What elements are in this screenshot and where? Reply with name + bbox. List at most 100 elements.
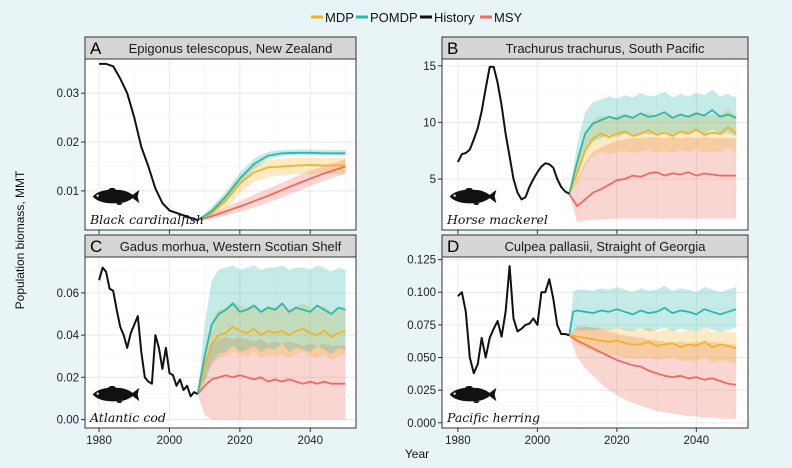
panel-b-x-axis — [457, 230, 697, 234]
x-tick-label: 2040 — [684, 435, 710, 447]
y-tick-label: 0.125 — [407, 255, 436, 267]
panel-a-letter: A — [90, 39, 102, 58]
line-pomdp — [568, 306, 737, 336]
panel-b-letter: B — [447, 39, 458, 58]
panel-c-common-name: Atlantic cod — [89, 410, 166, 425]
panel-a-x-axis — [98, 230, 311, 234]
legend: MDP POMDP History MSY — [311, 10, 523, 25]
panel-c-plot-area — [85, 257, 356, 428]
line-history — [98, 266, 199, 398]
panel-b-common-name: Horse mackerel — [446, 212, 548, 227]
x-tick-label: 2000 — [157, 435, 183, 447]
legend-item-mdp: MDP — [311, 10, 354, 25]
y-axis-title: Population biomass, MMT — [13, 170, 27, 309]
y-tick-label: 0.075 — [407, 320, 436, 332]
legend-item-history: History — [420, 10, 475, 25]
panel-d-plot-area — [442, 257, 748, 428]
panel-d-letter: D — [447, 237, 459, 256]
panel-a-grid — [85, 59, 356, 230]
legend-item-msy: MSY — [480, 10, 523, 25]
panel-a-common-name: Black cardinalfish — [89, 212, 204, 227]
panel-b: B Trachurus trachurus, South Pacific Horse… — [423, 36, 749, 234]
panel-c-x-axis: 1980 2000 2020 2040 — [86, 428, 323, 447]
ribbon-pomdp — [569, 89, 737, 194]
y-tick-label: 0.02 — [57, 372, 79, 384]
y-tick-label: 10 — [423, 117, 436, 129]
legend-label-pomdp: POMDP — [370, 10, 418, 25]
panel-a: A Epigonus telescopus, New Zealand Black c… — [57, 36, 357, 234]
line-mdp — [197, 164, 346, 221]
y-tick-label: 0.025 — [407, 385, 436, 397]
line-pomdp — [196, 302, 346, 395]
panel-d: D Culpea pallasii, Straight of Georgia Pac… — [407, 234, 749, 447]
line-mdp — [568, 126, 737, 195]
panel-a-series — [99, 62, 346, 222]
y-tick-label: 0.00 — [57, 415, 79, 427]
panel-d-border — [441, 256, 749, 429]
legend-item-pomdp: POMDP — [356, 10, 418, 25]
line-history — [99, 62, 198, 222]
y-tick-label: 5 — [430, 174, 436, 186]
panel-a-border — [84, 58, 357, 231]
ribbon-msy — [197, 337, 346, 420]
panel-d-y-axis: 0.000 0.025 0.050 0.075 0.100 0.125 — [407, 255, 442, 430]
y-tick-label: 0.01 — [57, 186, 79, 198]
panel-a-y-axis: 0.01 0.02 0.03 — [57, 88, 85, 198]
panel-c-grid — [85, 257, 356, 428]
legend-label-history: History — [434, 10, 475, 25]
panel-d-title: Culpea pallasii, Straight of Georgia — [505, 239, 707, 254]
panel-d-x-axis: 1980 2000 2020 2040 — [445, 428, 709, 447]
y-tick-label: 0.04 — [57, 330, 80, 342]
legend-label-msy: MSY — [494, 10, 523, 25]
y-tick-label: 0.050 — [407, 353, 436, 365]
legend-label-mdp: MDP — [325, 10, 354, 25]
line-history — [457, 65, 570, 201]
ribbon-mdp — [569, 327, 737, 364]
line-msy — [568, 334, 737, 386]
x-tick-label: 2020 — [227, 435, 253, 447]
line-msy — [197, 165, 346, 222]
x-tick-label: 1980 — [445, 435, 471, 447]
y-tick-label: 0.03 — [57, 88, 79, 100]
x-axis-title: Year — [405, 447, 429, 461]
panel-d-series — [457, 265, 737, 419]
ribbon-mdp — [197, 157, 346, 221]
line-history — [457, 265, 570, 375]
panels: A Epigonus telescopus, New Zealand Black c… — [57, 36, 749, 447]
y-tick-label: 0.000 — [407, 418, 436, 430]
x-tick-label: 2000 — [525, 435, 551, 447]
panel-b-border — [441, 58, 749, 231]
panel-b-title: Trachurus trachurus, South Pacific — [506, 41, 705, 56]
panel-c-title: Gadus morhua, Western Scotian Shelf — [120, 239, 342, 254]
y-tick-label: 0.02 — [57, 137, 79, 149]
x-tick-label: 1980 — [86, 435, 112, 447]
line-msy — [568, 171, 737, 208]
line-pomdp — [568, 109, 737, 195]
x-tick-label: 2040 — [297, 435, 323, 447]
ribbon-msy — [569, 137, 737, 223]
y-tick-label: 0.06 — [57, 288, 79, 300]
line-msy — [196, 374, 346, 395]
ribbon-msy — [197, 159, 346, 221]
panel-b-series — [457, 65, 737, 223]
ribbon-mdp — [197, 301, 346, 395]
panel-d-common-name: Pacific herring — [446, 410, 540, 425]
panel-a-title: Epigonus telescopus, New Zealand — [129, 41, 333, 56]
line-pomdp — [197, 151, 346, 221]
panel-c-y-axis: 0.00 0.02 0.04 0.06 — [57, 288, 85, 427]
y-tick-label: 0.100 — [407, 287, 436, 299]
panel-d-grid — [442, 257, 748, 428]
y-tick-label: 15 — [423, 61, 436, 73]
ribbon-pomdp — [569, 285, 737, 336]
line-mdp — [196, 325, 346, 395]
x-tick-label: 2020 — [604, 435, 630, 447]
panel-c-series — [98, 265, 346, 420]
ribbon-pomdp — [197, 265, 346, 395]
panel-c-letter: C — [90, 237, 102, 256]
panel-b-plot-area — [442, 59, 748, 230]
panel-c: C Gadus morhua, Western Scotian Shelf Atla… — [57, 234, 357, 447]
line-mdp — [569, 334, 737, 350]
panel-b-y-axis: 5 10 15 — [423, 61, 442, 186]
panel-c-border — [84, 256, 357, 429]
